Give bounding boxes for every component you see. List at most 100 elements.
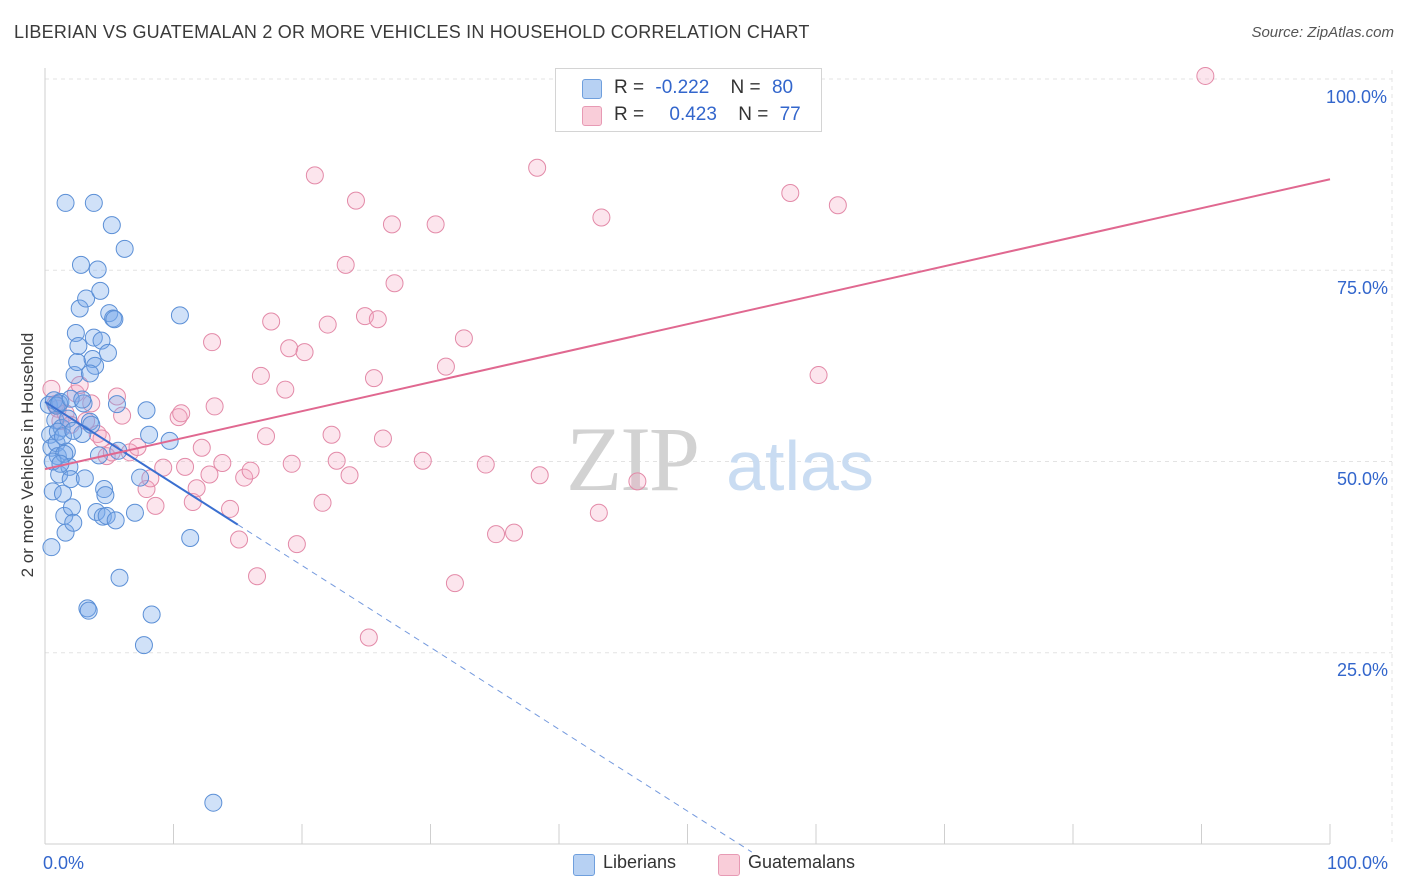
guatemalans-point bbox=[295, 343, 314, 362]
liberians-point bbox=[105, 310, 124, 329]
liberians-point bbox=[102, 216, 121, 235]
liberians-point bbox=[56, 193, 75, 212]
liberians-trend-extension bbox=[237, 524, 753, 853]
guatemalans-point bbox=[251, 366, 270, 385]
grid-lines bbox=[45, 70, 1393, 844]
liberians-point bbox=[71, 255, 90, 274]
liberians-point bbox=[115, 239, 134, 258]
guatemalans-point bbox=[327, 451, 346, 470]
liberians-point bbox=[68, 353, 87, 372]
liberians-point bbox=[137, 401, 156, 420]
guatemalans-point bbox=[359, 628, 378, 647]
liberians-point bbox=[61, 470, 80, 489]
guatemalans-points bbox=[42, 66, 1215, 647]
liberians-point bbox=[170, 306, 189, 325]
legend-r-label: R = bbox=[614, 77, 645, 98]
guatemalans-point bbox=[426, 215, 445, 234]
y-tick-50: 50.0% bbox=[1337, 469, 1389, 489]
guatemalans-point bbox=[382, 215, 401, 234]
liberians-point bbox=[88, 260, 107, 279]
liberians-point bbox=[62, 498, 81, 517]
liberians-legend-swatch bbox=[573, 854, 595, 876]
liberians-point bbox=[134, 636, 153, 655]
liberians-trend-line bbox=[44, 400, 239, 526]
x-axis-min-label: 0.0% bbox=[43, 853, 85, 873]
guatemalans-point bbox=[248, 567, 267, 586]
guatemalans-point bbox=[203, 333, 222, 352]
liberians-point bbox=[69, 336, 88, 355]
liberians-point bbox=[53, 484, 72, 503]
guatemalans-point bbox=[176, 457, 195, 476]
liberians-point bbox=[79, 601, 98, 620]
legend-r-label: R = bbox=[614, 104, 645, 125]
stats-legend: R = -0.222 N = 80 R = 0.423 N = 77 bbox=[555, 68, 822, 132]
guatemalans-swatch bbox=[582, 106, 602, 126]
guatemalans-point bbox=[205, 397, 224, 416]
guatemalans-point bbox=[257, 427, 276, 446]
trend-lines bbox=[44, 178, 1331, 853]
liberians-points bbox=[39, 193, 223, 812]
liberians-point bbox=[46, 411, 65, 430]
liberians-point bbox=[64, 513, 83, 532]
y-tick-75: 75.0% bbox=[1337, 278, 1389, 298]
guatemalans-point bbox=[146, 496, 165, 515]
guatemalans-point bbox=[445, 574, 464, 593]
liberians-point bbox=[98, 343, 117, 362]
guatemalans-point bbox=[287, 535, 306, 554]
legend-n-label: N = bbox=[738, 104, 769, 125]
liberians-point bbox=[73, 390, 92, 409]
liberians-point bbox=[95, 480, 114, 499]
guatemalans-point bbox=[828, 196, 847, 215]
liberians-point bbox=[91, 281, 110, 300]
guatemalans-n-value: 77 bbox=[779, 104, 801, 125]
liberians-point bbox=[64, 421, 83, 440]
liberians-point bbox=[204, 793, 223, 812]
y-tick-100: 100.0% bbox=[1326, 87, 1388, 107]
guatemalans-point bbox=[1196, 66, 1215, 85]
guatemalans-point bbox=[70, 376, 89, 394]
liberians-point bbox=[107, 395, 126, 414]
guatemalans-point bbox=[413, 451, 432, 470]
liberians-point bbox=[181, 529, 200, 547]
legend-n-label: N = bbox=[730, 77, 761, 98]
guatemalans-point bbox=[781, 183, 800, 202]
guatemalans-point bbox=[213, 454, 232, 473]
guatemalans-point bbox=[241, 461, 260, 480]
liberians-point bbox=[84, 193, 103, 212]
guatemalans-point bbox=[505, 523, 524, 542]
liberians-point bbox=[96, 486, 115, 505]
guatemalans-point bbox=[230, 530, 249, 549]
guatemalans-point bbox=[589, 503, 608, 522]
guatemalans-point bbox=[346, 191, 365, 210]
guatemalans-point bbox=[385, 274, 404, 293]
guatemalans-point bbox=[322, 425, 341, 444]
guatemalans-point bbox=[187, 479, 206, 498]
guatemalans-point bbox=[528, 158, 547, 177]
watermark: ZIP atlas bbox=[566, 408, 874, 510]
guatemalans-point bbox=[628, 472, 647, 491]
liberians-legend-label: Liberians bbox=[603, 852, 677, 872]
axes bbox=[44, 68, 1331, 845]
guatemalans-point bbox=[592, 208, 611, 227]
liberians-point bbox=[125, 503, 144, 522]
guatemalans-point bbox=[318, 315, 337, 334]
y-axis-label: 2 or more Vehicles in Household bbox=[18, 332, 37, 578]
liberians-n-value: 80 bbox=[771, 77, 794, 98]
guatemalans-point bbox=[192, 438, 211, 457]
guatemalans-point bbox=[809, 366, 828, 385]
liberians-point bbox=[110, 568, 129, 587]
guatemalans-legend-label: Guatemalans bbox=[748, 852, 856, 872]
liberians-point bbox=[142, 605, 161, 624]
liberians-point bbox=[53, 427, 72, 446]
liberians-point bbox=[131, 468, 150, 487]
guatemalans-point bbox=[172, 404, 191, 423]
guatemalans-point bbox=[336, 255, 355, 274]
guatemalans-point bbox=[107, 387, 126, 406]
guatemalans-point bbox=[276, 380, 295, 399]
guatemalans-point bbox=[373, 429, 392, 448]
guatemalans-trend-line bbox=[44, 178, 1331, 471]
liberians-point bbox=[80, 364, 99, 383]
guatemalans-point bbox=[476, 455, 495, 474]
guatemalans-point bbox=[82, 394, 101, 413]
